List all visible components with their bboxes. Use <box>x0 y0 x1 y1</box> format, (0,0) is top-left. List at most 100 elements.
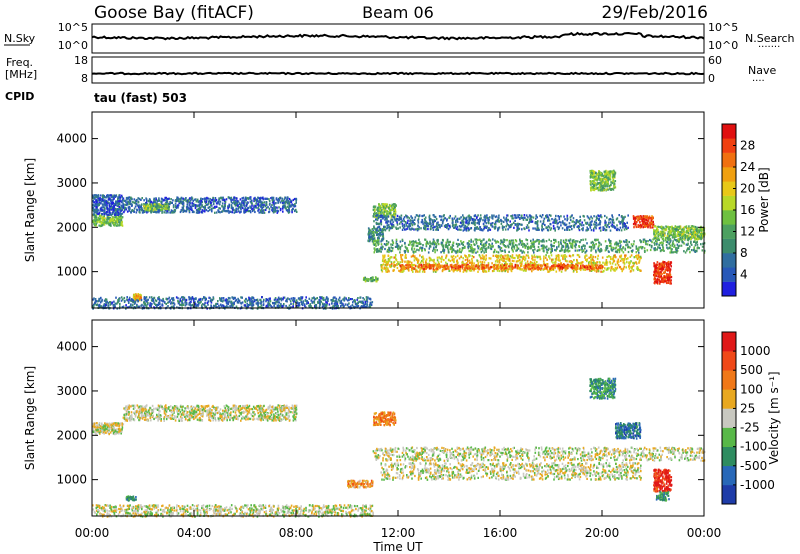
scatter-cell <box>385 263 388 266</box>
scatter-cell <box>525 269 527 272</box>
scatter-cell <box>489 239 492 242</box>
scatter-cell <box>381 267 383 270</box>
scatter-cell <box>529 247 531 250</box>
scatter-cell <box>285 209 288 212</box>
scatter-cell <box>274 210 277 213</box>
scatter-cell <box>595 217 598 220</box>
scatter-cell <box>94 219 97 222</box>
scatter-cell <box>535 228 538 231</box>
scatter-cell <box>566 245 568 248</box>
scatter-cell <box>465 227 468 230</box>
scatter-cell <box>564 218 566 221</box>
scatter-cell <box>575 222 577 225</box>
scatter-cell <box>418 214 421 217</box>
scatter-cell <box>569 255 572 258</box>
scatter-cell <box>281 207 284 210</box>
scatter-cell <box>293 209 296 213</box>
scatter-cell <box>412 240 415 243</box>
scatter-cell <box>522 257 525 260</box>
scatter-cell <box>454 215 457 218</box>
scatter-cell <box>658 244 661 247</box>
scatter-cell <box>475 265 478 268</box>
scatter-cell <box>170 198 172 201</box>
scatter-cell <box>575 219 578 222</box>
scatter-cell <box>523 267 526 270</box>
scatter-cell <box>618 251 621 254</box>
scatter-cell <box>611 216 614 219</box>
scatter-cell <box>479 226 481 229</box>
scatter-cell <box>370 232 372 235</box>
scatter-cell <box>438 225 441 228</box>
scatter-cell <box>591 217 594 220</box>
scatter-cell <box>140 209 143 212</box>
scatter-cell <box>125 203 128 206</box>
scatter-cell <box>469 249 471 253</box>
scatter-cell <box>476 226 478 229</box>
scatter-cell <box>158 204 160 207</box>
scatter-cell <box>538 240 540 243</box>
scatter-cell <box>433 240 435 243</box>
scatter-cell <box>231 205 233 208</box>
scatter-cell <box>543 250 545 253</box>
scatter-cell <box>241 202 243 205</box>
scatter-cell <box>594 225 596 228</box>
scatter-cell <box>427 228 429 231</box>
scatter-cell <box>98 212 101 215</box>
scatter-cell <box>609 245 612 248</box>
scatter-cell <box>430 258 432 261</box>
scatter-cell <box>479 214 482 217</box>
scatter-cell <box>121 206 124 209</box>
scatter-cell <box>666 241 669 244</box>
scatter-cell <box>136 209 139 212</box>
scatter-cell <box>372 229 375 232</box>
scatter-cell <box>577 264 579 267</box>
scatter-cell <box>117 203 120 206</box>
scatter-cell <box>439 224 441 227</box>
scatter-cell <box>409 263 411 267</box>
scatter-cell <box>394 208 396 212</box>
scatter-cell <box>548 219 551 222</box>
scatter-cell <box>421 267 424 270</box>
scatter-cell <box>702 242 704 245</box>
scatter-cell <box>525 218 527 221</box>
scatter-cell <box>598 241 600 244</box>
scatter-cell <box>630 270 632 273</box>
scatter-cell <box>404 254 407 258</box>
scatter-cell <box>446 245 449 248</box>
scatter-cell <box>106 207 109 210</box>
scatter-cell <box>516 264 518 267</box>
scatter-cell <box>401 258 403 261</box>
scatter-cell <box>214 197 217 200</box>
scatter-cell <box>95 207 97 211</box>
scatter-cell <box>282 205 284 209</box>
scatter-cell <box>431 219 434 222</box>
scatter-cell <box>290 205 292 208</box>
scatter-cell <box>160 200 162 203</box>
scatter-cell <box>465 264 468 267</box>
scatter-cell <box>240 204 242 207</box>
scatter-cell <box>503 238 505 241</box>
scatter-cell <box>257 206 259 210</box>
scatter-cell <box>421 247 423 250</box>
scatter-cell <box>403 219 405 222</box>
scatter-cell <box>217 202 219 205</box>
scatter-cell <box>459 270 461 273</box>
scatter-cell <box>489 216 491 219</box>
scatter-cell <box>100 217 103 220</box>
scatter-cell <box>249 211 252 214</box>
scatter-cell <box>396 263 398 266</box>
scatter-cell <box>635 262 638 265</box>
scatter-cell <box>504 218 506 221</box>
scatter-cell <box>139 211 141 214</box>
scatter-cell <box>521 256 524 259</box>
scatter-cell <box>550 251 552 254</box>
scatter-cell <box>154 199 156 202</box>
scatter-cell <box>514 257 516 260</box>
scatter-cell <box>530 246 533 249</box>
scatter-cell <box>371 228 374 231</box>
scatter-cell <box>176 199 178 202</box>
scatter-cell <box>559 249 562 252</box>
scatter-cell <box>493 267 495 270</box>
scatter-cell <box>568 228 571 231</box>
scatter-cell <box>685 243 688 246</box>
